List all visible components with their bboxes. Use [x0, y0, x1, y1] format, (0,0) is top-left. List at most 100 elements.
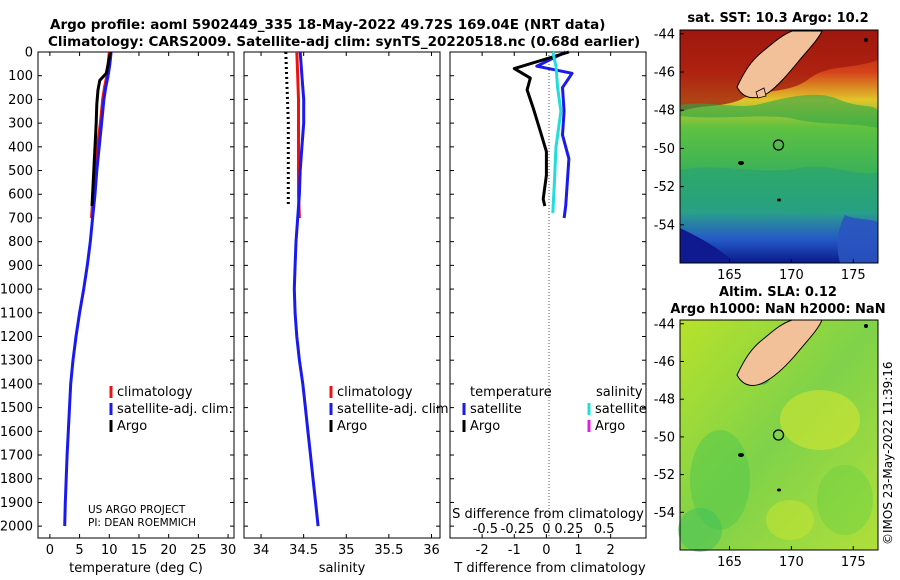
- salinity-xlabel: salinity: [319, 561, 366, 576]
- temperature-ticks: 0100200300400500600700800900100011001200…: [0, 46, 236, 559]
- salinity-series: [284, 51, 320, 527]
- y-tick-label: 1000: [0, 283, 33, 298]
- argo-float-marker: [772, 139, 785, 151]
- y-tick-label: 300: [8, 117, 33, 132]
- map-y-tick-label: -54: [654, 506, 675, 521]
- difference-panel: -2 -1 0 1 2 T difference from climatology S …: [449, 50, 647, 576]
- salinity-axes-box: [243, 51, 441, 539]
- title-line-2: Climatology: CARS2009. Satellite-adj cli…: [48, 34, 640, 50]
- annotation-pi: PI: DEAN ROEMMICH: [88, 517, 196, 529]
- map-y-tick-label: -52: [654, 468, 675, 483]
- y-tick-label: 1500: [0, 401, 33, 416]
- series-line-salinity-satellite: [551, 51, 563, 214]
- x-tick-label: 30: [220, 543, 237, 558]
- map-y-tick-label: -50: [654, 142, 675, 157]
- temperature-xlabel: temperature (deg C): [69, 561, 203, 576]
- legend-temp-satellite-label: satellite: [470, 402, 522, 417]
- annotation-project: US ARGO PROJECT: [88, 504, 186, 516]
- temperature-legend: climatology satellite-adj. clim. Argo: [109, 385, 233, 434]
- y-tick-label: 800: [8, 235, 33, 250]
- y-tick-label: 1300: [0, 354, 33, 369]
- top-tick-label: 0: [542, 522, 550, 537]
- legend-temp-argo-label: Argo: [470, 419, 500, 434]
- salinity-legend: climatology satellite-adj. clim. Argo: [329, 385, 453, 434]
- y-tick-label: 0: [25, 46, 33, 61]
- y-tick-label: 1700: [0, 449, 33, 464]
- x-tick-label: 2: [607, 543, 615, 558]
- title-line-1: Argo profile: aoml 5902449_335 18-May-20…: [50, 17, 605, 33]
- x-tick-label: 36: [423, 543, 440, 558]
- difference-series: [512, 50, 574, 219]
- sla-map-image: [678, 319, 879, 552]
- map-x-tick-label: 165: [717, 268, 742, 283]
- y-tick-label: 1400: [0, 377, 33, 392]
- series-line-temperature-satellite: [535, 50, 574, 219]
- legend-climatology-label: climatology: [117, 385, 193, 400]
- sst-map-image: [679, 29, 879, 264]
- legend-argo-label: Argo: [337, 419, 367, 434]
- y-tick-label: 700: [8, 211, 33, 226]
- x-tick-label: 0: [542, 543, 550, 558]
- x-tick-label: -2: [476, 543, 489, 558]
- top-tick-label: -0.5: [473, 522, 498, 537]
- difference-xlabel: T difference from climatology: [453, 561, 646, 576]
- y-tick-label: 200: [8, 93, 33, 108]
- sst-map-panel: sat. SST: 10.3 Argo: 10.2 165 170 175 -44 -4…: [654, 11, 879, 283]
- sst-map-title: sat. SST: 10.3 Argo: 10.2: [687, 11, 868, 26]
- x-tick-label: 15: [131, 543, 148, 558]
- x-tick-label: 34: [253, 543, 270, 558]
- series-line-satellite-adj-clim-: [63, 51, 113, 527]
- top-tick-label: 0.5: [594, 522, 615, 537]
- map-y-tick-label: -54: [654, 218, 675, 233]
- x-tick-label: 0: [46, 543, 54, 558]
- x-tick-label: 35: [338, 543, 355, 558]
- top-tick-label: 0.25: [554, 522, 583, 537]
- sla-map-title-2: Argo h1000: NaN h2000: NaN: [670, 302, 885, 317]
- series-line-temperature-argo: [512, 50, 570, 207]
- x-tick-label: 1: [574, 543, 582, 558]
- salinity-ticks: 34 34.5 35 35.5 36: [244, 51, 440, 558]
- argo-float-marker: [772, 429, 785, 441]
- legend-temperature-title: temperature: [470, 385, 552, 400]
- x-tick-label: 10: [101, 543, 118, 558]
- map-x-tick-label: 170: [779, 555, 804, 570]
- x-tick-label: 34.5: [289, 543, 318, 558]
- legend-argo-label: Argo: [117, 419, 147, 434]
- difference-legend: temperature salinity satellite Argo sate…: [462, 385, 647, 434]
- sst-map-ticks: 165 170 175 -44 -46 -48 -50 -52 -54: [654, 27, 866, 283]
- map-y-tick-label: -48: [654, 104, 675, 119]
- map-y-tick-label: -48: [654, 393, 675, 408]
- y-tick-label: 600: [8, 188, 33, 203]
- y-tick-label: 2000: [0, 520, 33, 535]
- legend-sal-argo-label: Argo: [595, 419, 625, 434]
- y-tick-label: 1900: [0, 496, 33, 511]
- legend-climatology-label: climatology: [337, 385, 413, 400]
- map-y-tick-label: -46: [654, 66, 675, 81]
- series-line-argo: [90, 51, 112, 207]
- x-tick-label: -1: [508, 543, 521, 558]
- x-tick-label: 20: [160, 543, 177, 558]
- x-tick-label: 25: [190, 543, 207, 558]
- map-x-tick-label: 170: [779, 268, 804, 283]
- salinity-panel: 34 34.5 35 35.5 36 salinity climatology sate…: [243, 51, 453, 576]
- y-tick-label: 100: [8, 69, 33, 84]
- y-tick-label: 500: [8, 164, 33, 179]
- map-y-tick-label: -46: [654, 355, 675, 370]
- x-tick-label: 5: [75, 543, 83, 558]
- legend-sal-satellite-label: satellite: [595, 402, 647, 417]
- legend-satellite-label: satellite-adj. clim.: [117, 402, 233, 417]
- salinity-difference-tick-labels: -0.5 -0.25 0 0.25 0.5: [473, 522, 615, 537]
- map-y-tick-label: -44: [654, 317, 675, 332]
- difference-ticks: -2 -1 0 1 2: [450, 51, 646, 558]
- sla-map-panel: Altim. SLA: 0.12 Argo h1000: NaN h2000: …: [654, 285, 886, 570]
- y-tick-label: 400: [8, 140, 33, 155]
- difference-axes-box: [449, 51, 647, 539]
- map-y-tick-label: -52: [654, 180, 675, 195]
- difference-top-axis-label: S difference from climatology: [452, 507, 644, 522]
- copyright-credit: ©IMOS 23-May-2022 11:39:16: [881, 361, 895, 545]
- sla-map-title-1: Altim. SLA: 0.12: [719, 285, 837, 300]
- y-tick-label: 900: [8, 259, 33, 274]
- x-tick-label: 35.5: [374, 543, 403, 558]
- temperature-axes-box: [37, 51, 235, 539]
